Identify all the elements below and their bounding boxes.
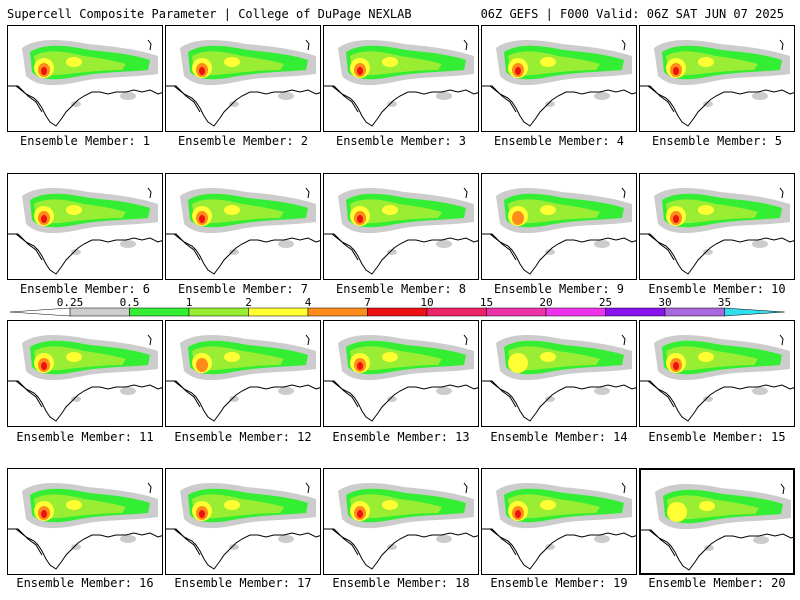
ensemble-member-map[interactable] xyxy=(323,320,479,427)
scp-field xyxy=(641,483,793,571)
ensemble-member-map[interactable] xyxy=(7,468,163,575)
ensemble-member-map[interactable] xyxy=(481,320,637,427)
colorbar-tick-label: 35 xyxy=(718,298,731,309)
colorbar-tick-label: 15 xyxy=(480,298,493,309)
header-valid-time: 06Z GEFS | F000 Valid: 06Z SAT JUN 07 20… xyxy=(480,7,784,21)
colorbar-segment xyxy=(664,307,725,317)
ensemble-member-label: Ensemble Member: 14 xyxy=(490,430,628,444)
scp-field xyxy=(324,482,478,570)
colorbar-segment xyxy=(545,307,606,317)
scp-field xyxy=(8,482,162,570)
ensemble-member-label: Ensemble Member: 6 xyxy=(19,282,151,296)
ensemble-member-map[interactable] xyxy=(481,468,637,575)
colorbar-tick-label: 20 xyxy=(539,298,552,309)
colorbar-tick-label: 10 xyxy=(420,298,433,309)
colorbar-tick-label: 25 xyxy=(599,298,612,309)
scp-field xyxy=(166,482,320,570)
colorbar-low-cap xyxy=(10,307,71,317)
scp-field xyxy=(8,39,162,127)
ensemble-member-label: Ensemble Member: 3 xyxy=(335,134,467,148)
ensemble-member-map[interactable] xyxy=(323,468,479,575)
scp-field xyxy=(8,187,162,275)
scp-field xyxy=(640,334,794,422)
colorbar-segment xyxy=(605,307,666,317)
ensemble-member-label: Ensemble Member: 17 xyxy=(174,576,312,590)
ensemble-member-label: Ensemble Member: 5 xyxy=(651,134,783,148)
ensemble-member-map[interactable] xyxy=(165,173,321,280)
scp-field xyxy=(166,187,320,275)
colorbar-segment xyxy=(486,307,547,317)
ensemble-member-label: Ensemble Member: 10 xyxy=(648,282,786,296)
scp-field xyxy=(640,187,794,275)
ensemble-member-label: Ensemble Member: 1 xyxy=(19,134,151,148)
header-title: Supercell Composite Parameter | College … xyxy=(7,7,412,21)
colorbar-tick-label: 30 xyxy=(658,298,671,309)
scp-field xyxy=(482,187,636,275)
colorbar-tick-label: 7 xyxy=(364,298,371,309)
ensemble-member-label: Ensemble Member: 12 xyxy=(174,430,312,444)
scp-field xyxy=(640,39,794,127)
colorbar-tick-label: 2 xyxy=(245,298,252,309)
ensemble-member-map[interactable] xyxy=(7,25,163,132)
colorbar-segment xyxy=(188,307,249,317)
ensemble-member-label: Ensemble Member: 15 xyxy=(648,430,786,444)
scp-field xyxy=(324,334,478,422)
ensemble-member-map[interactable] xyxy=(639,468,795,575)
colorbar-tick-label: 0.25 xyxy=(57,298,84,309)
scp-field xyxy=(482,39,636,127)
ensemble-member-map[interactable] xyxy=(639,25,795,132)
ensemble-member-map[interactable] xyxy=(481,173,637,280)
ensemble-member-label: Ensemble Member: 9 xyxy=(493,282,625,296)
ensemble-member-map[interactable] xyxy=(165,25,321,132)
ensemble-member-map[interactable] xyxy=(165,320,321,427)
ensemble-member-label: Ensemble Member: 11 xyxy=(16,430,154,444)
scp-field xyxy=(166,334,320,422)
ensemble-member-label: Ensemble Member: 20 xyxy=(648,576,786,590)
ensemble-member-map[interactable] xyxy=(165,468,321,575)
ensemble-member-label: Ensemble Member: 7 xyxy=(177,282,309,296)
colorbar-segment xyxy=(307,307,368,317)
ensemble-member-map[interactable] xyxy=(7,173,163,280)
scp-field xyxy=(482,482,636,570)
ensemble-member-map[interactable] xyxy=(639,320,795,427)
colorbar-segment xyxy=(69,307,130,317)
scp-field xyxy=(324,187,478,275)
colorbar-segment xyxy=(426,307,487,317)
ensemble-member-label: Ensemble Member: 13 xyxy=(332,430,470,444)
ensemble-member-label: Ensemble Member: 19 xyxy=(490,576,628,590)
colorbar-segment xyxy=(129,307,190,317)
ensemble-member-label: Ensemble Member: 18 xyxy=(332,576,470,590)
ensemble-member-map[interactable] xyxy=(7,320,163,427)
ensemble-member-map[interactable] xyxy=(323,173,479,280)
colorbar-tick-label: 4 xyxy=(305,298,312,309)
ensemble-member-label: Ensemble Member: 4 xyxy=(493,134,625,148)
ensemble-member-map[interactable] xyxy=(323,25,479,132)
colorbar-high-cap xyxy=(724,307,785,317)
scp-field xyxy=(166,39,320,127)
colorbar-segment xyxy=(367,307,428,317)
ensemble-member-label: Ensemble Member: 16 xyxy=(16,576,154,590)
ensemble-member-map[interactable] xyxy=(481,25,637,132)
scp-field xyxy=(324,39,478,127)
ensemble-member-map[interactable] xyxy=(639,173,795,280)
scp-field xyxy=(8,334,162,422)
colorbar-tick-label: 1 xyxy=(186,298,193,309)
ensemble-member-label: Ensemble Member: 8 xyxy=(335,282,467,296)
colorbar-legend: 0.25 0.5 1 2 4 7 10 15 20 25 30 35 xyxy=(10,298,785,317)
colorbar-tick-label: 0.5 xyxy=(120,298,140,309)
ensemble-member-label: Ensemble Member: 2 xyxy=(177,134,309,148)
colorbar-segment xyxy=(248,307,309,317)
scp-field xyxy=(482,334,636,422)
